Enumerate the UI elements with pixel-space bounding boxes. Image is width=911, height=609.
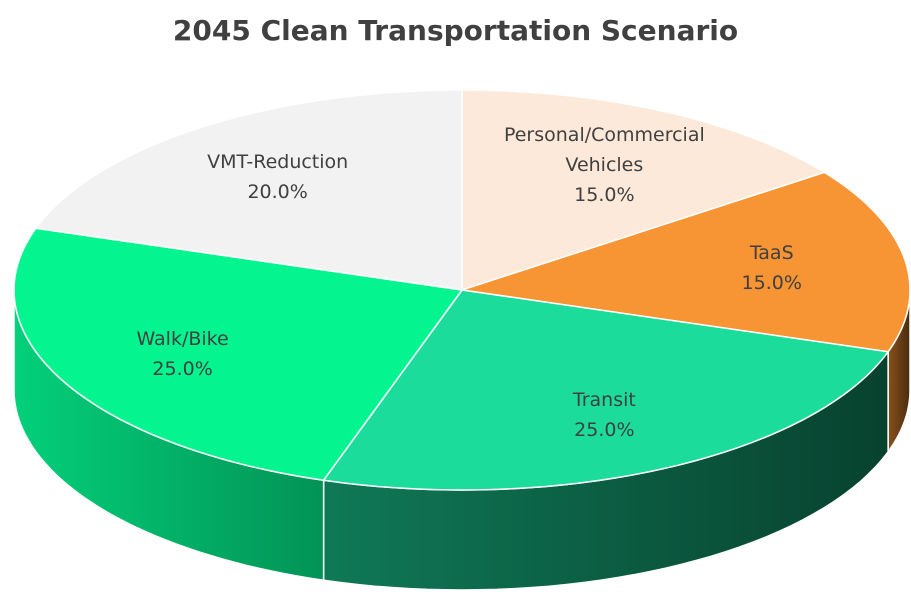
slice-label: Transit 25.0% [489,385,719,445]
category-label: TaaS [749,242,794,265]
category-label: Transit [572,388,636,411]
slice-label: Walk/Bike 25.0% [68,324,298,384]
slice [322,289,890,491]
value-label: 25.0% [574,418,635,441]
slice [461,89,827,292]
slice-label: TaaS 15.0% [657,238,887,298]
chart-title: 2045 Clean Transportation Scenario [172,14,739,47]
category-label: Personal/Commercial Vehicles [503,124,705,177]
slice-label: VMT-Reduction 20.0% [163,147,393,207]
category-label: Walk/Bike [136,327,229,350]
value-label: 25.0% [152,357,213,380]
value-label: 15.0% [574,184,635,207]
value-label: 15.0% [741,272,802,295]
slice [13,227,464,482]
category-label: VMT-Reduction [207,150,349,173]
slice-label: Personal/Commercial Vehicles 15.0% [489,120,719,210]
value-label: 20.0% [247,180,308,203]
slice [34,89,463,291]
slice [461,171,911,353]
